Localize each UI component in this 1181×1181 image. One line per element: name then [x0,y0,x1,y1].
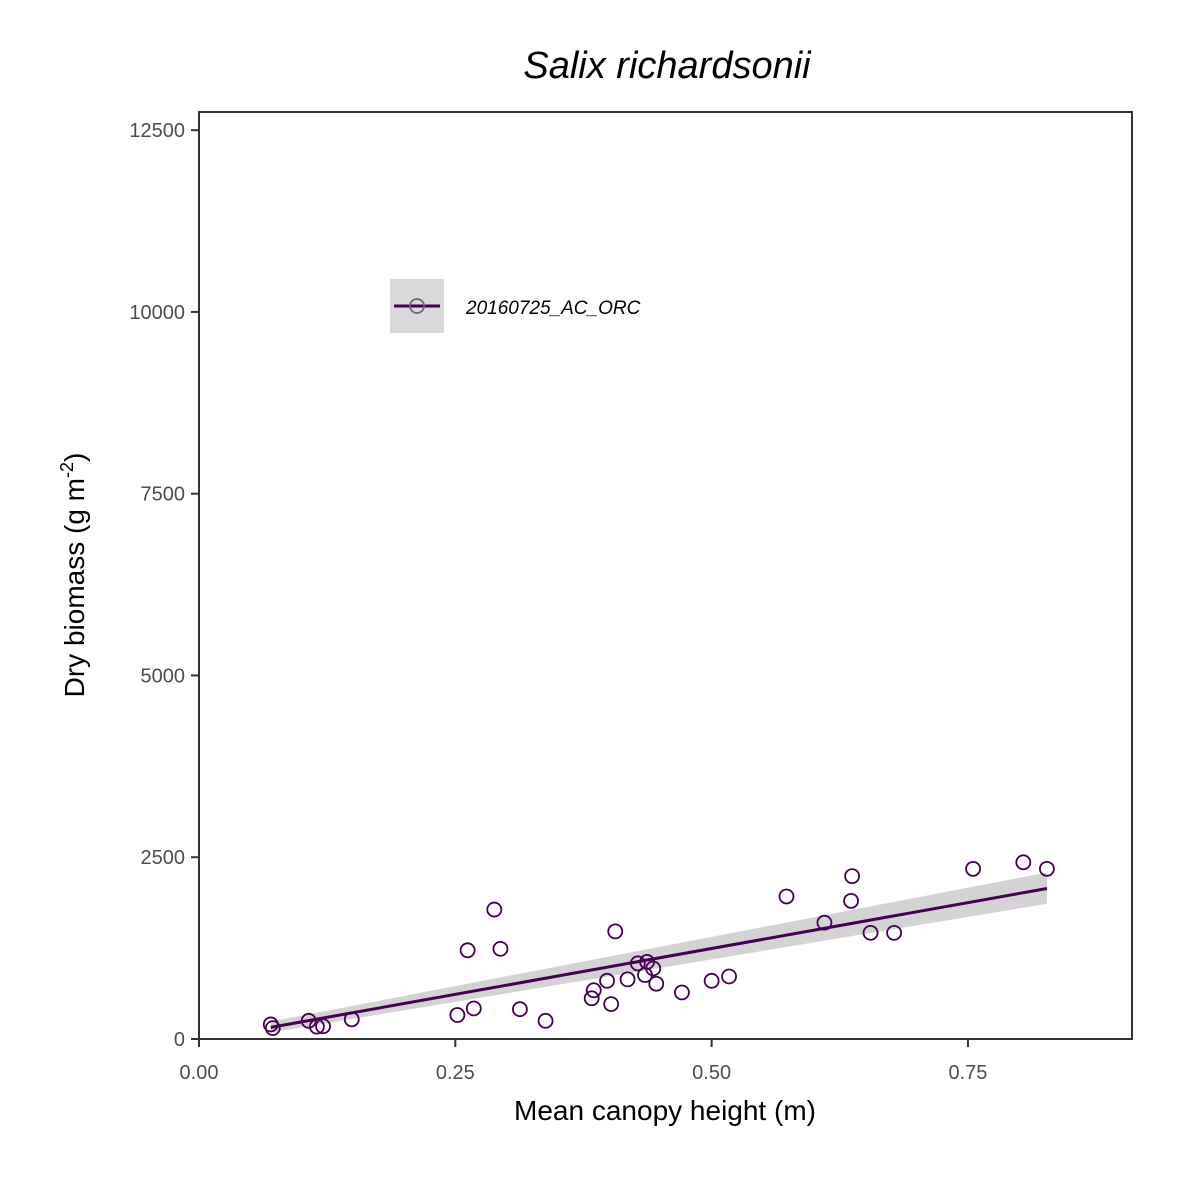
data-point [886,924,903,941]
data-point [486,901,503,918]
data-point [816,914,833,931]
data-point [459,942,476,959]
data-point [315,1018,331,1035]
y-axis-title-close: ) [59,453,90,462]
chart-title: Salix richardsonii [523,45,812,87]
y-axis-title: Dry biomass (g m-2) [57,453,90,698]
x-axis-title: Mean canopy height (m) [514,1095,816,1126]
data-point [449,1007,466,1023]
data-points-layer [262,854,1055,1036]
y-tick-label: 10000 [129,302,185,324]
data-point [844,868,860,885]
y-axis-title-superscript: -2 [57,462,77,478]
plot-panel-border [198,111,1133,1040]
data-point [674,984,690,1001]
data-point [843,892,859,909]
y-tick-label: 0 [174,1029,185,1051]
data-point [862,924,879,941]
data-point [629,955,646,972]
y-tick-label: 12500 [129,120,185,142]
data-point [343,1011,360,1028]
data-point [1015,854,1032,871]
x-tick-label: 0.50 [692,1062,731,1084]
data-point [599,972,615,989]
y-axis-title-main: Dry biomass (g m [59,478,90,697]
legend-key-marker [409,298,425,314]
y-tick-label: 5000 [141,665,186,687]
data-point [721,968,737,985]
x-tick-label: 0.75 [948,1062,987,1084]
data-point [492,940,509,957]
data-point [645,960,662,977]
data-point [583,990,600,1007]
data-point [1039,860,1055,877]
fit-line-layer [270,887,1048,1029]
data-point [300,1012,317,1029]
data-point [512,1001,528,1018]
data-point [703,972,720,989]
x-tick-label: 0.00 [180,1062,219,1084]
data-point [619,971,636,988]
legend: 20160725_AC_ORC [390,279,641,333]
data-point [965,860,981,877]
data-point [264,1020,281,1036]
data-point [585,982,602,999]
data-point [778,888,795,905]
data-point [309,1018,325,1035]
data-point [603,996,620,1013]
x-axis: 0.00 0.25 0.50 0.75 [180,1039,987,1084]
y-axis: 0 2500 5000 7500 10000 12500 [129,120,199,1051]
data-point [607,923,624,940]
x-tick-label: 0.25 [436,1062,475,1084]
legend-label: 20160725_AC_ORC [465,298,641,319]
data-point [537,1012,554,1029]
data-point [465,1000,482,1017]
y-tick-label: 7500 [141,484,186,506]
regression-line [270,887,1048,1029]
y-tick-label: 2500 [141,847,186,869]
data-point [648,975,665,992]
